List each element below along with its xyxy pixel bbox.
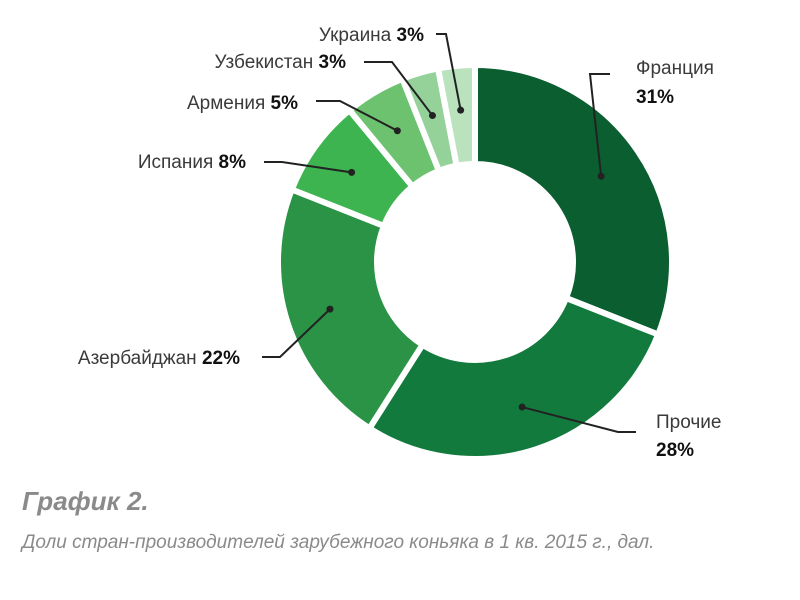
- leader-line-1: [588, 73, 610, 177]
- slice-label-2: Прочие: [656, 412, 721, 433]
- leader-dot-5: [393, 127, 401, 135]
- slice-label-7: Украина 3%: [319, 25, 424, 46]
- leader-dot-2: [518, 403, 526, 411]
- slice-value-1: 31%: [636, 87, 674, 108]
- slice-2: [365, 294, 663, 462]
- slice-3: [275, 185, 427, 433]
- slice-value-5: 5%: [271, 93, 299, 114]
- slice-7: [434, 61, 478, 170]
- slice-label-5: Армения 5%: [187, 93, 298, 114]
- slice-label-1: Франция: [636, 58, 714, 79]
- leader-line-3: [262, 308, 331, 358]
- slice-label-6: Узбекистан 3%: [215, 52, 347, 73]
- slice-label-4: Испания 8%: [138, 152, 246, 173]
- leader-dot-3: [326, 305, 334, 313]
- slice-label-3: Азербайджан 22%: [78, 348, 240, 369]
- slice-value-7: 3%: [397, 25, 425, 46]
- leader-dot-1: [597, 172, 605, 180]
- leader-line-6: [364, 61, 434, 117]
- leader-line-2: [521, 406, 636, 433]
- slice-value-6: 3%: [319, 52, 347, 73]
- leader-dot-7: [457, 106, 465, 114]
- slice-value-2: 28%: [656, 440, 694, 461]
- slice-1: [472, 61, 675, 339]
- leader-line-7: [436, 33, 462, 111]
- chart-caption-title: График 2.: [22, 486, 149, 516]
- leader-dot-6: [428, 112, 436, 120]
- leader-dot-4: [348, 168, 356, 176]
- slice-value-3: 22%: [202, 348, 240, 369]
- slice-value-4: 8%: [219, 152, 247, 173]
- chart-caption-subtitle: Доли стран-производителей зарубежного ко…: [22, 532, 655, 553]
- leader-line-4: [264, 161, 352, 174]
- leader-line-5: [316, 100, 398, 132]
